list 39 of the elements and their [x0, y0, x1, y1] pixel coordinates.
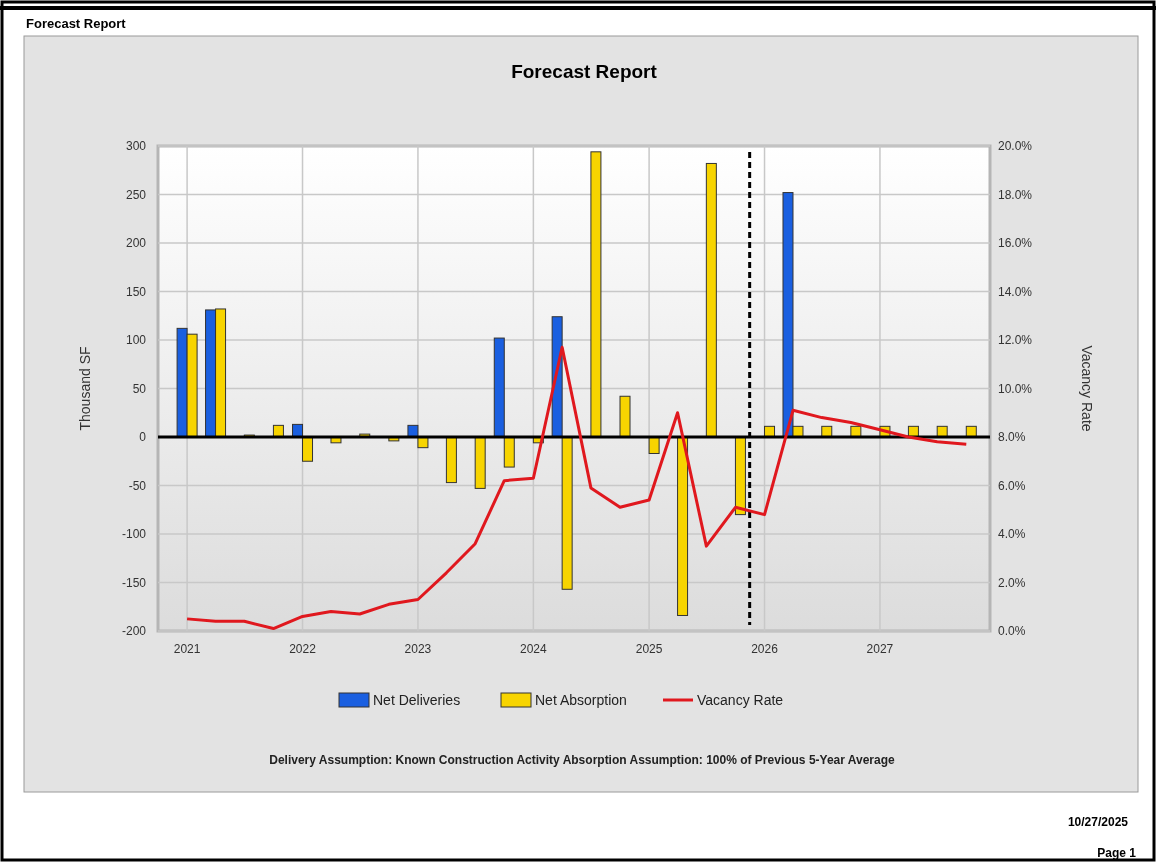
legend-label: Net Deliveries [373, 691, 461, 708]
text: Forecast Report [26, 16, 127, 31]
y2-tick-label: 16.0% [998, 236, 1033, 251]
x-tick-label: 2027 [866, 642, 894, 656]
x-tick-label: 2026 [751, 642, 779, 656]
y2-tick-label: 0.0% [998, 624, 1026, 639]
x-tick-label: 2023 [404, 642, 432, 656]
y-tick-label: 200 [125, 236, 147, 251]
y-tick-label: 150 [125, 284, 147, 299]
y2-tick-label: 8.0% [998, 430, 1026, 445]
y2-tick-label: 12.0% [998, 333, 1033, 348]
y-tick-label: 0 [139, 430, 147, 445]
y-tick-label: -150 [121, 575, 147, 590]
y-tick-label: 300 [125, 139, 147, 154]
y-tick-label: 250 [125, 187, 147, 202]
y2-tick-label: 4.0% [998, 527, 1026, 542]
x-tick-label: 2022 [289, 642, 317, 656]
y-tick-label: -100 [121, 527, 147, 542]
x-tick-label: 2025 [635, 642, 663, 656]
y-axis-title: Thousand SF [77, 346, 93, 431]
y2-tick-label: 2.0% [998, 575, 1026, 590]
x-tick-label: 2021 [173, 642, 201, 656]
chart-title: Forecast Report [511, 61, 658, 82]
y2-tick-label: 20.0% [998, 139, 1033, 154]
text: Delivery Assumption: Known Construction Activity Absorption Assumption: 100% of Previous 5-Year Average [269, 753, 896, 767]
legend-label: Net Absorption [535, 691, 627, 708]
y-tick-label: -50 [128, 478, 147, 493]
text: 10/27/2025 [1067, 815, 1129, 829]
y2-tick-label: 14.0% [998, 284, 1033, 299]
y2-tick-label: 6.0% [998, 478, 1026, 493]
text: Page 1 [1097, 846, 1137, 860]
y-tick-label: 50 [132, 381, 147, 396]
y-tick-label: -200 [121, 624, 147, 639]
y2-axis-title: Vacancy Rate [1079, 345, 1095, 432]
y-tick-label: 100 [125, 333, 147, 348]
legend-label: Vacancy Rate [697, 691, 784, 708]
y2-tick-label: 18.0% [998, 187, 1033, 202]
x-tick-label: 2024 [520, 642, 548, 656]
y2-tick-label: 10.0% [998, 381, 1033, 396]
